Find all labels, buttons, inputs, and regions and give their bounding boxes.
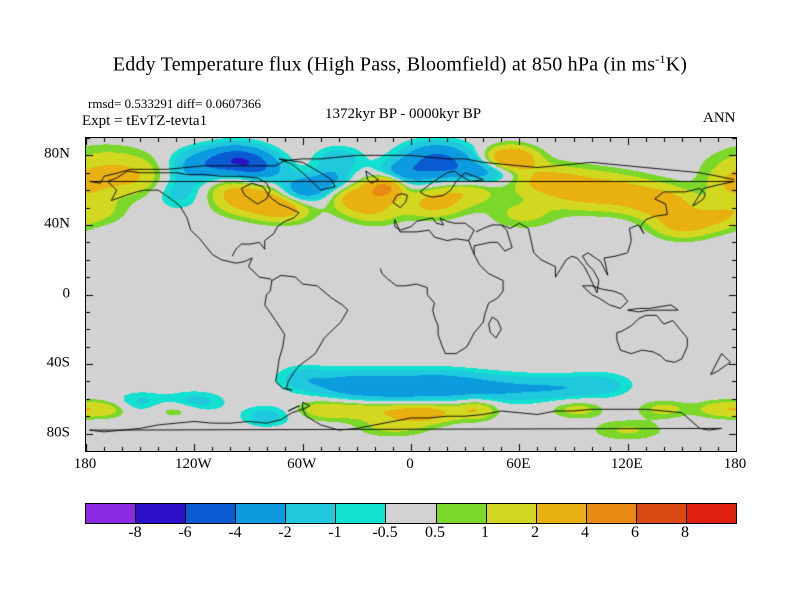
colorbar-swatch-12 bbox=[686, 504, 737, 523]
y-axis-labels: 80N 40N 0 40S 80S bbox=[30, 137, 78, 450]
colorbar-tick--6: -6 bbox=[178, 524, 192, 541]
y-tick-80N: 80N bbox=[44, 145, 70, 162]
colorbar-tick--4: -4 bbox=[228, 524, 242, 541]
colorbar-tick-6: 6 bbox=[631, 524, 639, 541]
colorbar-tick--1: -1 bbox=[328, 524, 342, 541]
map-plot-area bbox=[85, 137, 737, 452]
colorbar-swatch-8 bbox=[486, 504, 537, 523]
colorbar-swatch-7 bbox=[436, 504, 487, 523]
x-tick-180: 180 bbox=[723, 456, 747, 472]
y-tick-40S: 40S bbox=[46, 354, 70, 371]
colorbar-swatch-9 bbox=[536, 504, 587, 523]
x-tick-60W: 60W bbox=[287, 456, 317, 472]
colorbar-swatch-4 bbox=[286, 504, 337, 523]
y-tick-80S: 80S bbox=[46, 424, 70, 441]
page-title: Eddy Temperature flux (High Pass, Bloomf… bbox=[0, 52, 800, 77]
colorbar-tick-2: 2 bbox=[531, 524, 539, 541]
y-tick-40N: 40N bbox=[44, 215, 70, 232]
x-tick-0: 0 bbox=[406, 456, 414, 472]
period-annotation: 1372kyr BP - 0000kyr BP bbox=[325, 106, 482, 122]
colorbar-swatch-10 bbox=[586, 504, 637, 523]
title-superscript: -1 bbox=[655, 52, 666, 66]
colorbar-tick-1: 1 bbox=[481, 524, 489, 541]
x-tick-120E: 120E bbox=[610, 456, 643, 472]
experiment-annotation: Expt = tEvTZ-tevta1 bbox=[82, 113, 208, 129]
colorbar-tick--0.5: -0.5 bbox=[372, 524, 398, 541]
colorbar-swatch-2 bbox=[186, 504, 237, 523]
x-tick-180: 180 bbox=[73, 456, 97, 472]
colorbar-swatches bbox=[86, 504, 737, 523]
colorbar-tick-0.5: 0.5 bbox=[425, 524, 445, 541]
x-tick-120W: 120W bbox=[174, 456, 212, 472]
title-main: Eddy Temperature flux (High Pass, Bloomf… bbox=[112, 53, 656, 76]
colorbar-tick-8: 8 bbox=[681, 524, 689, 541]
colorbar-tick-labels: -8 -6 -4 -2 -1 -0.5 0.5 1 2 4 6 8 bbox=[85, 524, 735, 546]
colorbar-tick--2: -2 bbox=[278, 524, 292, 541]
colorbar-swatch-6 bbox=[386, 504, 437, 523]
colorbar-swatch-5 bbox=[336, 504, 387, 523]
x-axis-labels: 180 120W 60W 0 60E 120E 180 bbox=[74, 456, 747, 480]
y-tick-0: 0 bbox=[62, 285, 71, 301]
season-annotation: ANN bbox=[703, 110, 736, 126]
colorbar-tick--8: -8 bbox=[128, 524, 142, 541]
map-canvas bbox=[86, 138, 736, 451]
rmsd-annotation: rmsd= 0.533291 diff= 0.0607366 bbox=[88, 96, 261, 111]
colorbar bbox=[85, 503, 737, 524]
colorbar-swatch-1 bbox=[136, 504, 187, 523]
colorbar-swatch-3 bbox=[236, 504, 287, 523]
colorbar-swatch-11 bbox=[636, 504, 687, 523]
colorbar-swatch-0 bbox=[86, 504, 137, 523]
x-tick-60E: 60E bbox=[506, 456, 531, 472]
colorbar-tick-4: 4 bbox=[581, 524, 589, 541]
title-tail: K) bbox=[665, 53, 688, 76]
